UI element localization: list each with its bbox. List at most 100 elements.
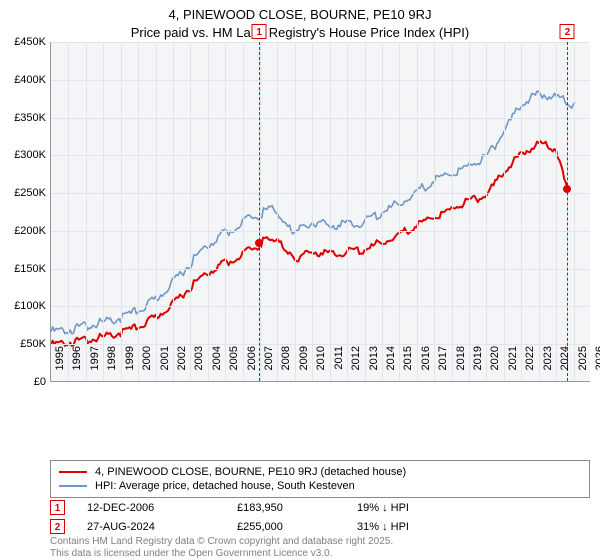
x-axis-label: 1996: [71, 346, 83, 386]
transaction-table: 1 12-DEC-2006£183,95019% ↓ HPI 2 27-AUG-202…: [50, 498, 590, 536]
x-axis-label: 2010: [315, 346, 327, 386]
x-axis-label: 2019: [472, 346, 484, 386]
y-axis-label: £200K: [0, 225, 46, 237]
legend: 4, PINEWOOD CLOSE, BOURNE, PE10 9RJ (det…: [50, 460, 590, 498]
y-axis-label: £400K: [0, 74, 46, 86]
y-axis-label: £350K: [0, 112, 46, 124]
gridline-v: [574, 42, 575, 381]
x-axis-label: 2021: [507, 346, 519, 386]
gridline-v: [208, 42, 209, 381]
marker-line-1: [259, 42, 260, 381]
gridline-v: [469, 42, 470, 381]
x-axis-label: 2006: [246, 346, 258, 386]
gridline-v: [225, 42, 226, 381]
gridline-h: [51, 306, 590, 307]
marker-dot-2: [563, 185, 571, 193]
legend-label: 4, PINEWOOD CLOSE, BOURNE, PE10 9RJ (det…: [95, 466, 406, 478]
x-axis-label: 2000: [141, 346, 153, 386]
x-axis-label: 2018: [455, 346, 467, 386]
x-axis-label: 2004: [211, 346, 223, 386]
y-axis-label: £100K: [0, 300, 46, 312]
x-axis-label: 2013: [368, 346, 380, 386]
x-axis-label: 2014: [385, 346, 397, 386]
y-axis-label: £0: [0, 376, 46, 388]
x-axis-label: 2025: [577, 346, 589, 386]
x-axis-label: 2005: [228, 346, 240, 386]
gridline-v: [190, 42, 191, 381]
x-axis-label: 2002: [176, 346, 188, 386]
chart-container: 4, PINEWOOD CLOSE, BOURNE, PE10 9RJ Pric…: [0, 0, 600, 560]
x-axis-label: 2017: [437, 346, 449, 386]
attribution: Contains HM Land Registry data © Crown c…: [50, 536, 393, 560]
y-axis-label: £300K: [0, 149, 46, 161]
gridline-v: [330, 42, 331, 381]
legend-swatch: [59, 471, 87, 473]
legend-swatch: [59, 485, 87, 487]
line-plot-svg: [51, 42, 591, 382]
transaction-price: £183,950: [237, 502, 357, 514]
x-axis-label: 2024: [559, 346, 571, 386]
gridline-v: [556, 42, 557, 381]
x-axis-label: 2022: [524, 346, 536, 386]
gridline-v: [277, 42, 278, 381]
title-line2: Price paid vs. HM Land Registry's House …: [0, 24, 600, 42]
gridline-h: [51, 193, 590, 194]
gridline-v: [260, 42, 261, 381]
x-axis-label: 2020: [489, 346, 501, 386]
x-axis-label: 1999: [124, 346, 136, 386]
transaction-date: 12-DEC-2006: [87, 502, 237, 514]
transaction-row: 1 12-DEC-2006£183,95019% ↓ HPI: [50, 498, 590, 517]
gridline-h: [51, 118, 590, 119]
gridline-v: [504, 42, 505, 381]
legend-item: HPI: Average price, detached house, Sout…: [59, 479, 581, 493]
chart-area: 12 £0 £50K £100K £150K £200K £250K £300K £350K £…: [0, 42, 600, 417]
x-axis-label: 2008: [280, 346, 292, 386]
y-axis-label: £50K: [0, 338, 46, 350]
gridline-v: [86, 42, 87, 381]
transaction-diff: 19% ↓ HPI: [357, 502, 409, 514]
gridline-v: [521, 42, 522, 381]
gridline-h: [51, 269, 590, 270]
x-axis-label: 2016: [420, 346, 432, 386]
gridline-h: [51, 80, 590, 81]
chart-title: 4, PINEWOOD CLOSE, BOURNE, PE10 9RJ Pric…: [0, 0, 600, 41]
attribution-line1: Contains HM Land Registry data © Crown c…: [50, 536, 393, 548]
transaction-badge: 1: [50, 500, 65, 515]
series-subject: [51, 141, 568, 346]
gridline-v: [539, 42, 540, 381]
attribution-line2: This data is licensed under the Open Gov…: [50, 548, 393, 560]
x-axis-label: 2003: [193, 346, 205, 386]
legend-label: HPI: Average price, detached house, Sout…: [95, 480, 355, 492]
x-axis-label: 1995: [54, 346, 66, 386]
gridline-v: [399, 42, 400, 381]
marker-badge-2: 2: [560, 24, 575, 39]
x-axis-label: 2009: [298, 346, 310, 386]
transaction-badge: 2: [50, 519, 65, 534]
gridline-v: [452, 42, 453, 381]
y-axis-label: £250K: [0, 187, 46, 199]
gridline-v: [173, 42, 174, 381]
x-axis-label: 2011: [333, 346, 345, 386]
y-axis-label: £450K: [0, 36, 46, 48]
x-axis-label: 2012: [350, 346, 362, 386]
gridline-v: [312, 42, 313, 381]
gridline-h: [51, 42, 590, 43]
gridline-v: [243, 42, 244, 381]
gridline-v: [365, 42, 366, 381]
y-axis-label: £150K: [0, 263, 46, 275]
gridline-h: [51, 155, 590, 156]
gridline-h: [51, 231, 590, 232]
marker-dot-1: [255, 239, 263, 247]
gridline-v: [68, 42, 69, 381]
gridline-v: [486, 42, 487, 381]
x-axis-label: 2023: [542, 346, 554, 386]
transaction-row: 227-AUG-2024£255,00031% ↓ HPI: [50, 517, 590, 536]
x-axis-label: 1997: [89, 346, 101, 386]
gridline-v: [121, 42, 122, 381]
marker-line-2: [567, 42, 568, 381]
transaction-price: £255,000: [237, 521, 357, 533]
transaction-date: 27-AUG-2024: [87, 521, 237, 533]
plot-area: 12: [50, 42, 590, 382]
x-axis-label: 2026: [594, 346, 600, 386]
gridline-v: [434, 42, 435, 381]
